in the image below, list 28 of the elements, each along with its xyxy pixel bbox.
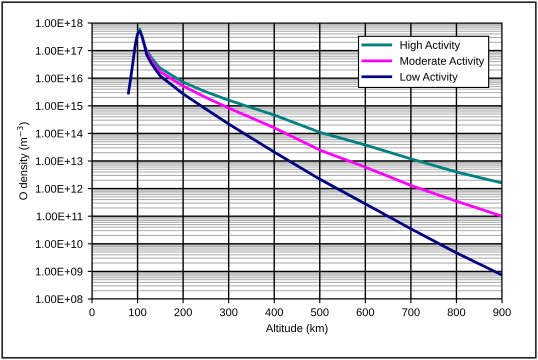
y-tick-label: 1.00E+12 <box>36 184 82 193</box>
legend-label: High Activity <box>400 40 460 52</box>
x-tick-label: 900 <box>493 308 511 316</box>
x-axis-title: Altitude (km) <box>266 324 328 334</box>
x-tick-label: 200 <box>174 308 192 316</box>
x-tick-label: 700 <box>402 308 420 316</box>
x-tick-label: 600 <box>356 308 374 316</box>
legend-label: Moderate Activity <box>400 56 484 68</box>
x-tick-label: 0 <box>89 308 95 316</box>
y-tick-label: 1.00E+13 <box>36 157 82 166</box>
y-tick-label: 1.00E+18 <box>36 19 82 28</box>
y-tick-label: 1.00E+15 <box>36 102 83 110</box>
x-tick-label: 400 <box>265 308 284 316</box>
y-tick-label: 1.00E+16 <box>36 74 82 82</box>
y-tick-label: 1.00E+17 <box>36 46 82 55</box>
x-tick-label: 500 <box>310 308 329 316</box>
line-series <box>140 35 502 218</box>
x-tick-label: 100 <box>129 308 146 316</box>
line-series <box>127 30 502 276</box>
y-tick-label: 1.00E+08 <box>36 295 82 304</box>
x-tick-label: 800 <box>448 308 466 316</box>
legend-label: Low Activity <box>400 72 458 83</box>
y-tick-label: 1.00E+14 <box>36 130 83 138</box>
x-tick-label: 300 <box>220 308 238 316</box>
y-axis-title: O density (m$^{−3}$) <box>17 122 30 200</box>
y-tick-label: 1.00E+09 <box>36 268 82 276</box>
y-tick-label: 1.00E+11 <box>36 212 82 220</box>
y-tick-label: 1.00E+10 <box>36 240 83 248</box>
